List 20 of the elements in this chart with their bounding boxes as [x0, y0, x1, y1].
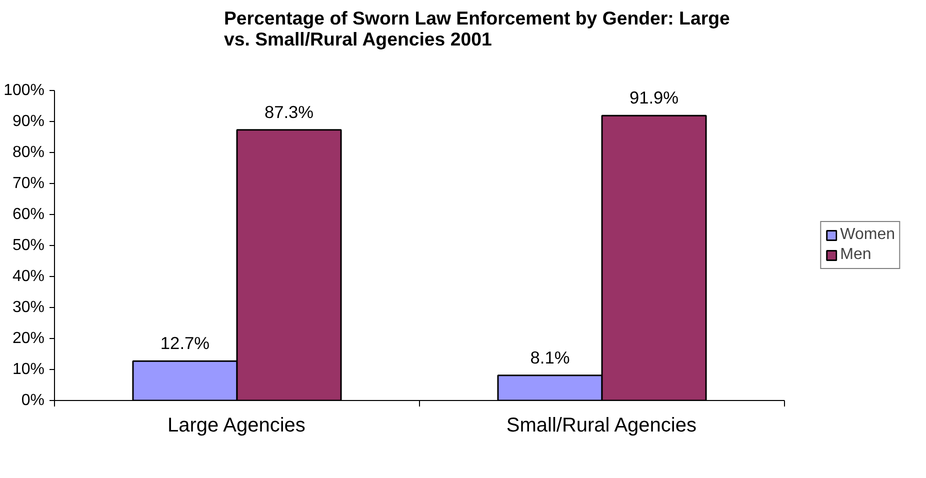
y-tick-label: 20%	[12, 330, 45, 347]
y-tick-label: 90%	[12, 113, 45, 130]
y-tick-label: 30%	[12, 299, 45, 316]
y-tick-label: 80%	[12, 144, 45, 161]
data-label: 12.7%	[160, 333, 210, 354]
data-label: 87.3%	[264, 102, 314, 122]
y-tick-label: 10%	[12, 361, 45, 378]
y-tick-label: 70%	[12, 175, 45, 192]
y-tick-label: 60%	[12, 206, 45, 223]
y-tick-label: 100%	[4, 82, 44, 99]
legend-label: Women	[840, 226, 895, 244]
y-tick-label: 0%	[21, 392, 44, 409]
legend-label: Men	[840, 246, 872, 264]
data-label: 8.1%	[530, 347, 570, 368]
data-label: 91.9%	[629, 88, 679, 108]
chart-title: Percentage of Sworn Law Enforcement by Gender: Large vs. Small/Rural Agencies 2001	[224, 8, 730, 50]
y-tick-label: 50%	[12, 237, 45, 254]
y-tick-label: 40%	[12, 268, 45, 285]
x-tick-label: Small/Rural Agencies	[506, 414, 696, 436]
x-tick-label: Large Agencies	[168, 414, 306, 436]
